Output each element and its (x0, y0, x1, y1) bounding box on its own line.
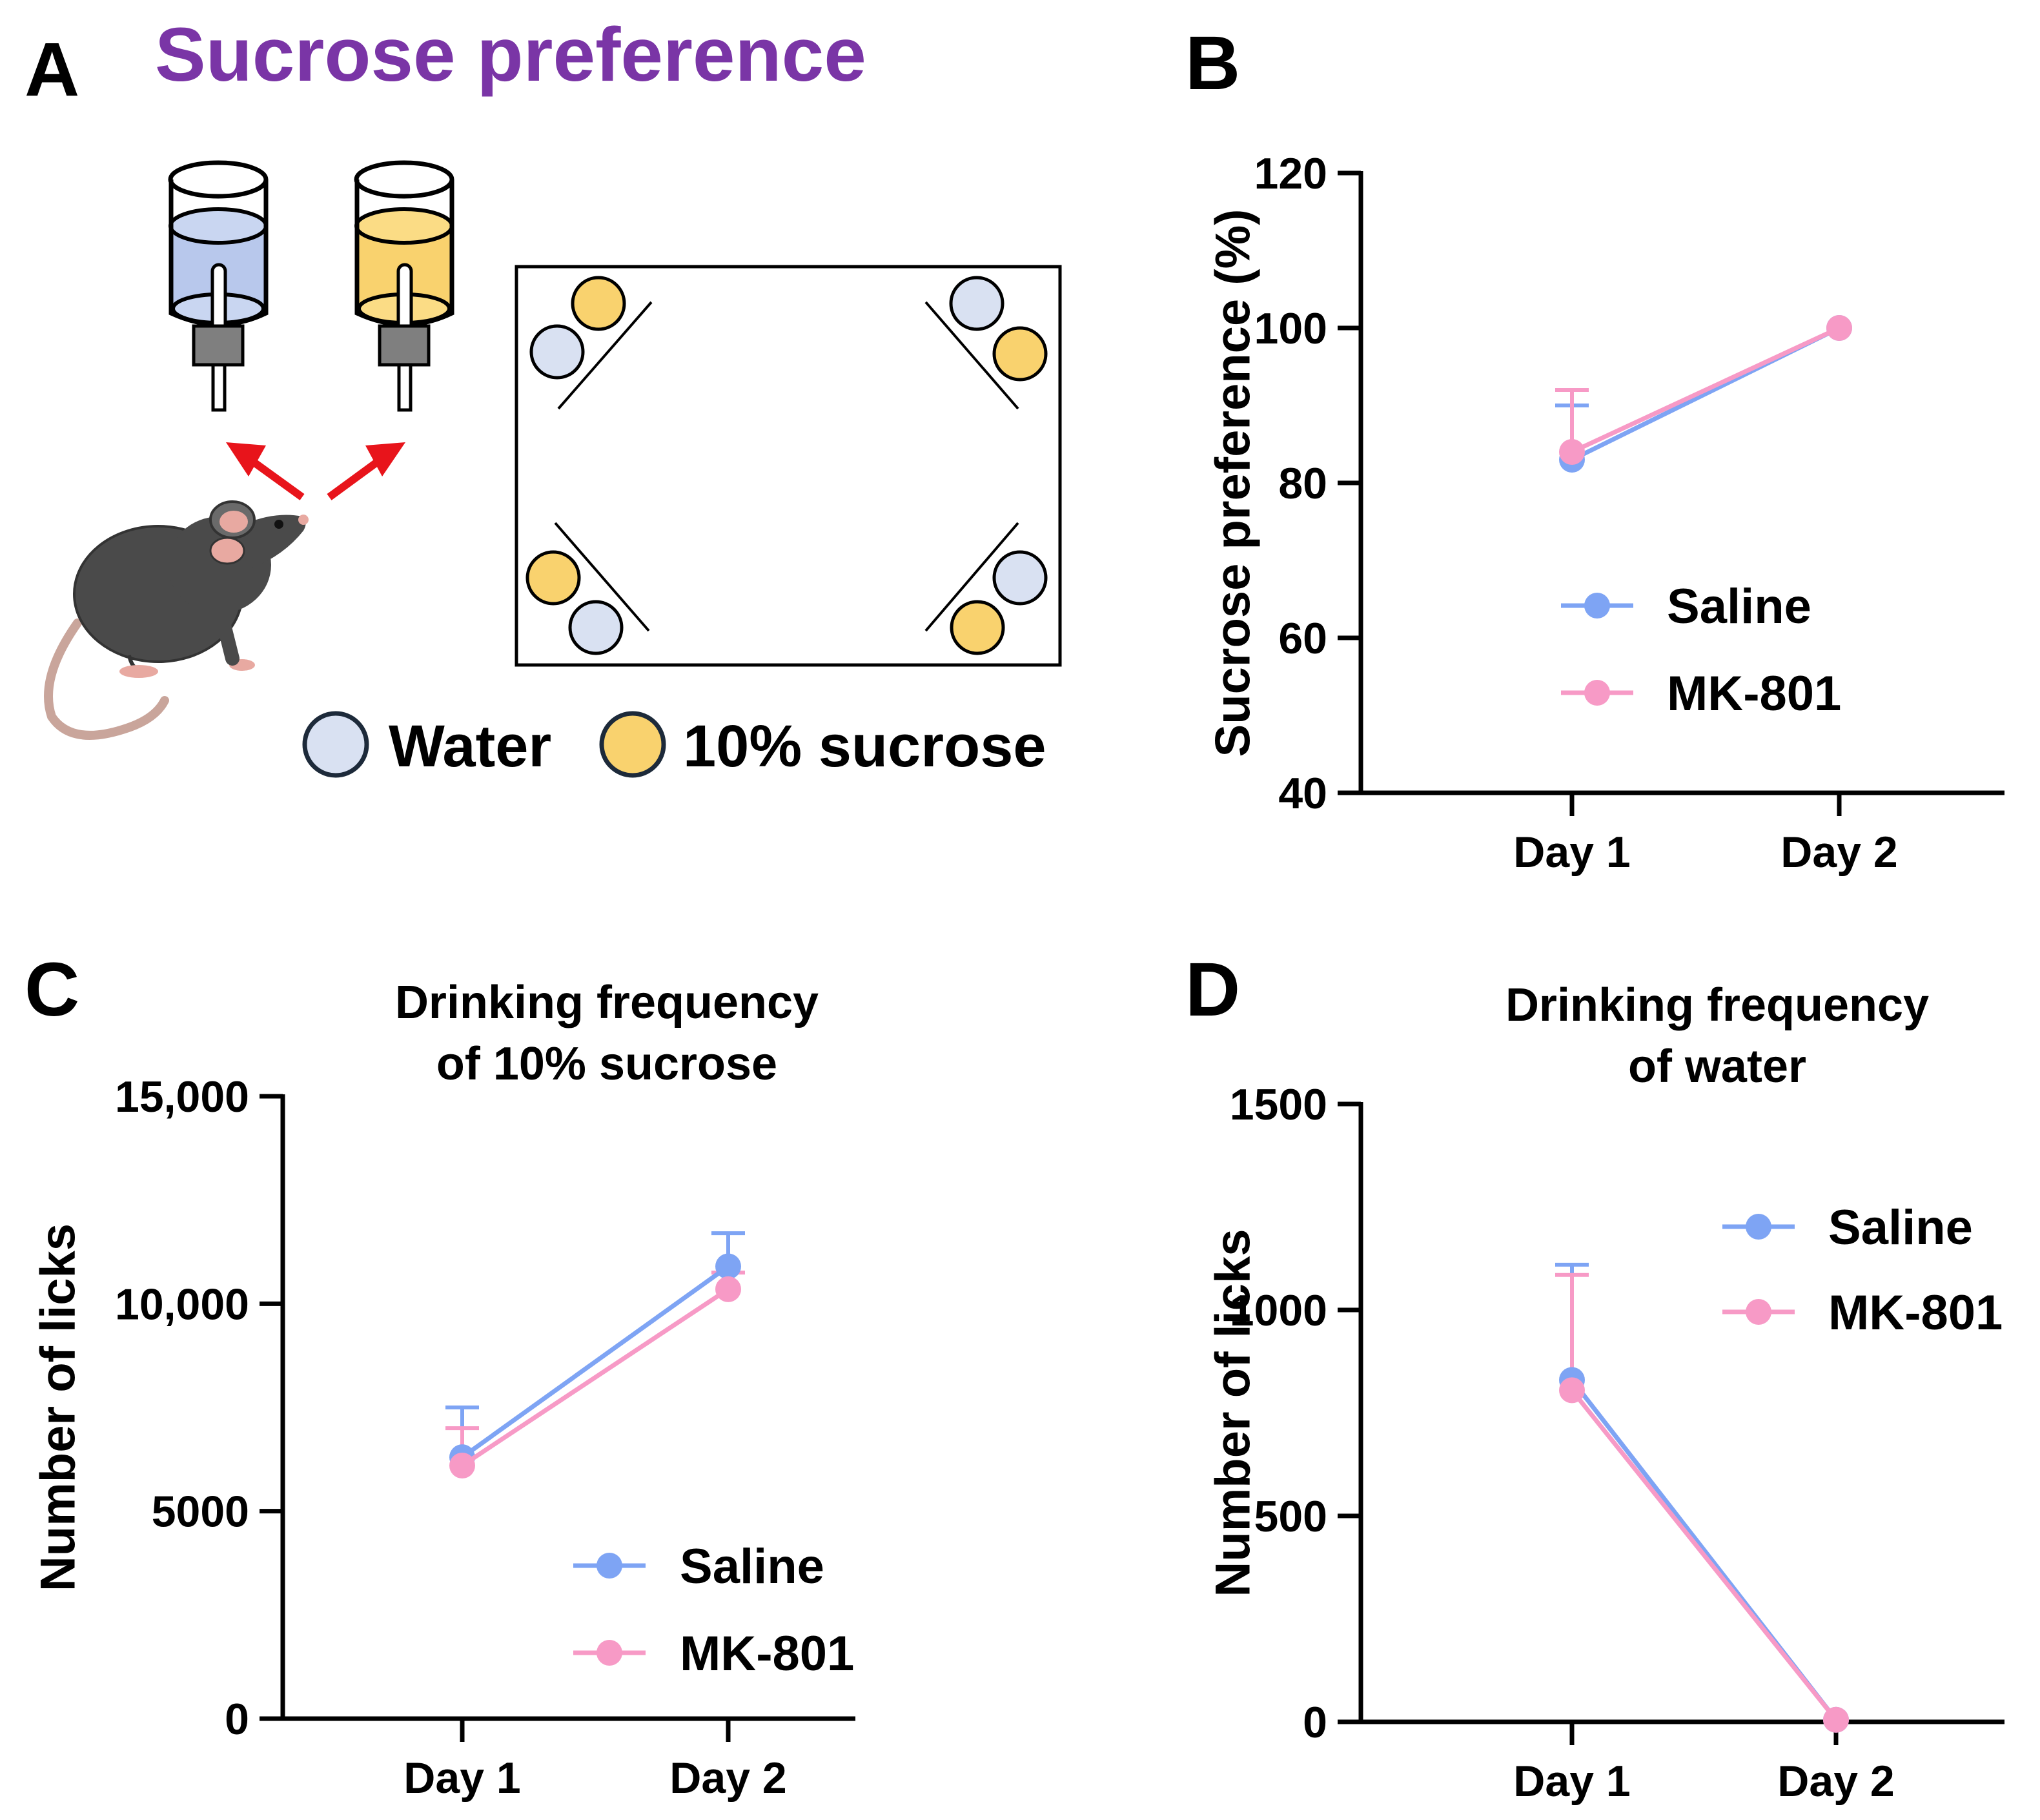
y-tick-label: 5000 (152, 1488, 249, 1537)
series-line-saline (460, 1264, 730, 1459)
chart-title-line: Drinking frequency (395, 977, 819, 1028)
legend-marker (1746, 1299, 1771, 1325)
bottle-water-marker (992, 550, 1048, 606)
water-bottle-icon (168, 160, 269, 412)
legend-label: MK-801 (1828, 1285, 2003, 1340)
sucrose-swatch (599, 711, 666, 778)
bottle-water-marker (568, 600, 624, 655)
bottle-sucrose-marker (571, 276, 626, 331)
sucrose-label: 10% sucrose (683, 713, 1046, 779)
y-axis-label: Number of licks (1206, 1229, 1261, 1597)
y-tick-label: 1500 (1230, 1080, 1327, 1129)
chart-title-line: of 10% sucrose (436, 1038, 777, 1090)
data-point (1559, 439, 1585, 465)
chart-c: Drinking frequency of 10% sucrose 0 5000 10,… (31, 977, 855, 1803)
panel-a-legend: Water 10% sucrose (302, 711, 1046, 779)
legend-label: Saline (680, 1539, 824, 1594)
legend-marker (1584, 593, 1610, 619)
x-tick-label: Day 1 (403, 1754, 520, 1803)
legend-label: Saline (1828, 1200, 1973, 1255)
chart-title-line: Drinking frequency (1505, 979, 1929, 1031)
data-point (1826, 315, 1852, 341)
sucrose-bottle-icon (354, 160, 454, 412)
y-tick-label: 15,000 (115, 1072, 249, 1121)
y-axis-label: Number of licks (31, 1223, 86, 1591)
water-swatch (302, 711, 369, 778)
y-tick-label: 0 (225, 1695, 249, 1744)
y-tick-label: 40 (1278, 769, 1327, 818)
x-tick-label: Day 2 (669, 1754, 786, 1803)
legend-marker (1746, 1214, 1771, 1240)
y-tick-label: 10,000 (115, 1280, 249, 1329)
y-tick-label: 500 (1254, 1492, 1327, 1541)
bottle-sucrose-marker (525, 550, 581, 606)
legend-marker (597, 1553, 622, 1579)
legend-label: MK-801 (1667, 666, 1841, 721)
data-point (1823, 1706, 1849, 1733)
x-tick-label: Day 2 (1780, 828, 1897, 877)
panel-a-letter: A (25, 27, 79, 112)
panel-c-letter: C (25, 947, 79, 1032)
legend-marker (597, 1640, 622, 1666)
y-tick-label: 60 (1278, 614, 1327, 663)
series-line-mk-801 (1570, 1389, 1838, 1721)
panel-d-letter: D (1185, 947, 1240, 1032)
panel-a-title: Sucrose preference (155, 12, 866, 97)
x-tick-label: Day 1 (1513, 828, 1630, 877)
arena-diagram (515, 265, 1062, 667)
series-line-mk-801 (461, 1287, 729, 1467)
chart-d: Drinking frequency of water 0 500 1000 1500 Da… (1206, 979, 2004, 1806)
chart-b: 40 60 80 100 120 Day 1 Day 2 Sucrose preference… (1206, 149, 2004, 877)
choice-arrows-icon (226, 442, 405, 500)
mouse-icon (44, 500, 309, 740)
y-tick-label: 100 (1254, 304, 1327, 353)
data-point (1559, 1377, 1585, 1404)
x-tick-label: Day 1 (1513, 1757, 1630, 1806)
bottle-sucrose-marker (950, 600, 1005, 655)
panel-b-letter: B (1185, 21, 1240, 106)
water-label: Water (389, 713, 551, 779)
y-tick-label: 80 (1278, 459, 1327, 508)
data-point (715, 1253, 741, 1280)
series-line-mk-801 (1571, 325, 1841, 455)
y-axis-label: Sucrose preference (%) (1206, 209, 1261, 757)
panel-a: A Sucrose preference (25, 12, 1062, 779)
data-point (449, 1452, 475, 1478)
y-tick-label: 1000 (1230, 1286, 1327, 1335)
bottle-water-marker (949, 276, 1005, 331)
legend-marker (1584, 680, 1610, 706)
legend-label: MK-801 (680, 1626, 854, 1681)
data-point (715, 1276, 741, 1302)
bottle-water-marker (529, 324, 585, 380)
y-tick-label: 0 (1303, 1698, 1327, 1747)
x-tick-label: Day 2 (1777, 1757, 1894, 1806)
y-tick-label: 120 (1254, 149, 1327, 198)
chart-title-line: of water (1628, 1041, 1806, 1092)
legend-label: Saline (1667, 579, 1811, 634)
bottle-sucrose-marker (992, 326, 1048, 382)
